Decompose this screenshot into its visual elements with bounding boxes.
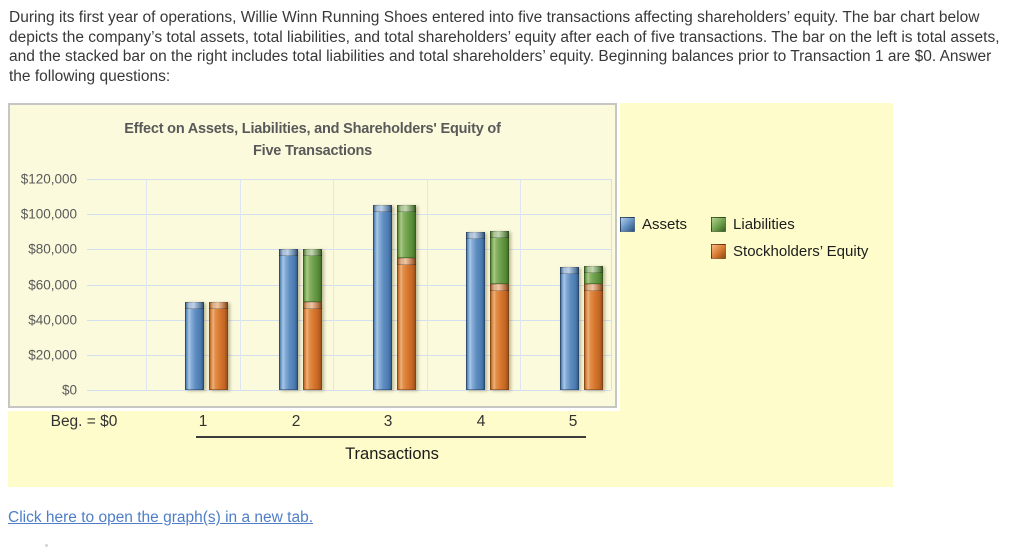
chart-title-line2: Five Transactions [252, 143, 373, 159]
x-axis-beg-label: Beg. = $0 [50, 413, 118, 430]
y-axis-label: $120,000 [20, 171, 77, 187]
liabilities-segment [584, 266, 603, 284]
chart-panel: Effect on Assets, Liabilities, and Share… [5, 100, 620, 411]
y-axis: $120,000 $100,000 $80,000 $60,000 $40,000 $20… [10, 105, 77, 406]
bar-group-transaction-4 [466, 231, 509, 390]
stacked-bar [303, 249, 322, 390]
open-graphs-link[interactable]: Click here to open the graph(s) in a new… [8, 509, 314, 526]
bar-group-transaction-1 [185, 302, 228, 390]
category-separator-line [146, 179, 147, 390]
y-axis-label: $80,000 [28, 241, 77, 257]
y-axis-label: $100,000 [20, 206, 77, 222]
legend-item-equity: Stockholders’ Equity [711, 243, 868, 260]
stacked-bar [209, 302, 228, 390]
stray-mark [45, 544, 48, 547]
y-axis-label: $40,000 [28, 312, 77, 328]
legend-item-liabilities: Liabilities [711, 216, 868, 233]
x-axis-tick: 4 [476, 413, 486, 430]
gridline [87, 214, 611, 215]
y-axis-label: $20,000 [28, 347, 77, 363]
x-axis-tick: 1 [198, 413, 208, 430]
assets-bar [373, 205, 392, 390]
legend-label-liabilities: Liabilities [733, 216, 795, 233]
bar-group-transaction-5 [560, 266, 603, 390]
x-axis-tick: 2 [291, 413, 301, 430]
gridline [87, 249, 611, 250]
legend-item-assets: Assets [620, 216, 687, 233]
equity-segment [209, 302, 228, 390]
legend-column-2: Liabilities Stockholders’ Equity [711, 216, 868, 260]
liabilities-segment [303, 249, 322, 302]
assets-bar [466, 232, 485, 390]
assets-bar [279, 249, 298, 390]
chart-title-line1: Effect on Assets, Liabilities, and Share… [124, 121, 501, 137]
gridline [87, 179, 611, 180]
liabilities-segment [490, 231, 509, 284]
liabilities-segment [397, 205, 416, 258]
assets-bar [185, 302, 204, 390]
x-axis-tick: 3 [383, 413, 393, 430]
legend-label-assets: Assets [642, 216, 688, 233]
x-axis-tick: 5 [568, 413, 578, 430]
equity-segment [397, 258, 416, 390]
legend-label-equity: Stockholders’ Equity [733, 243, 869, 260]
equity-segment [490, 284, 509, 390]
assets-swatch-icon [620, 217, 635, 232]
stacked-bar [584, 266, 603, 390]
stacked-bar [397, 205, 416, 390]
category-separator-line [427, 179, 428, 390]
gridline [87, 390, 611, 391]
gridline [87, 355, 611, 356]
legend-column-1: Assets [620, 216, 687, 260]
y-axis-label: $0 [61, 382, 77, 398]
gridline [87, 285, 611, 286]
chart-legend: Assets Liabilities Stockholders’ Equity [620, 216, 868, 260]
y-axis-label: $60,000 [28, 277, 77, 292]
chart-title: Effect on Assets, Liabilities, and Share… [10, 118, 615, 162]
graph-board: Effect on Assets, Liabilities, and Share… [5, 100, 893, 487]
equity-segment [584, 284, 603, 390]
equity-swatch-icon [711, 244, 727, 259]
x-axis-line [196, 436, 586, 438]
assets-bar [560, 267, 579, 390]
category-separator-line [240, 179, 241, 390]
bar-group-transaction-3 [373, 205, 416, 390]
bar-group-transaction-2 [279, 249, 322, 390]
category-separator-line [333, 179, 334, 390]
x-axis-title: Transactions [345, 445, 439, 463]
question-text: During its first year of operations, Wil… [9, 9, 1000, 85]
plot-area [87, 179, 612, 391]
liabilities-swatch-icon [711, 217, 727, 232]
stacked-bar [490, 231, 509, 390]
gridline [87, 320, 611, 321]
category-separator-line [520, 179, 521, 390]
equity-segment [303, 302, 322, 390]
